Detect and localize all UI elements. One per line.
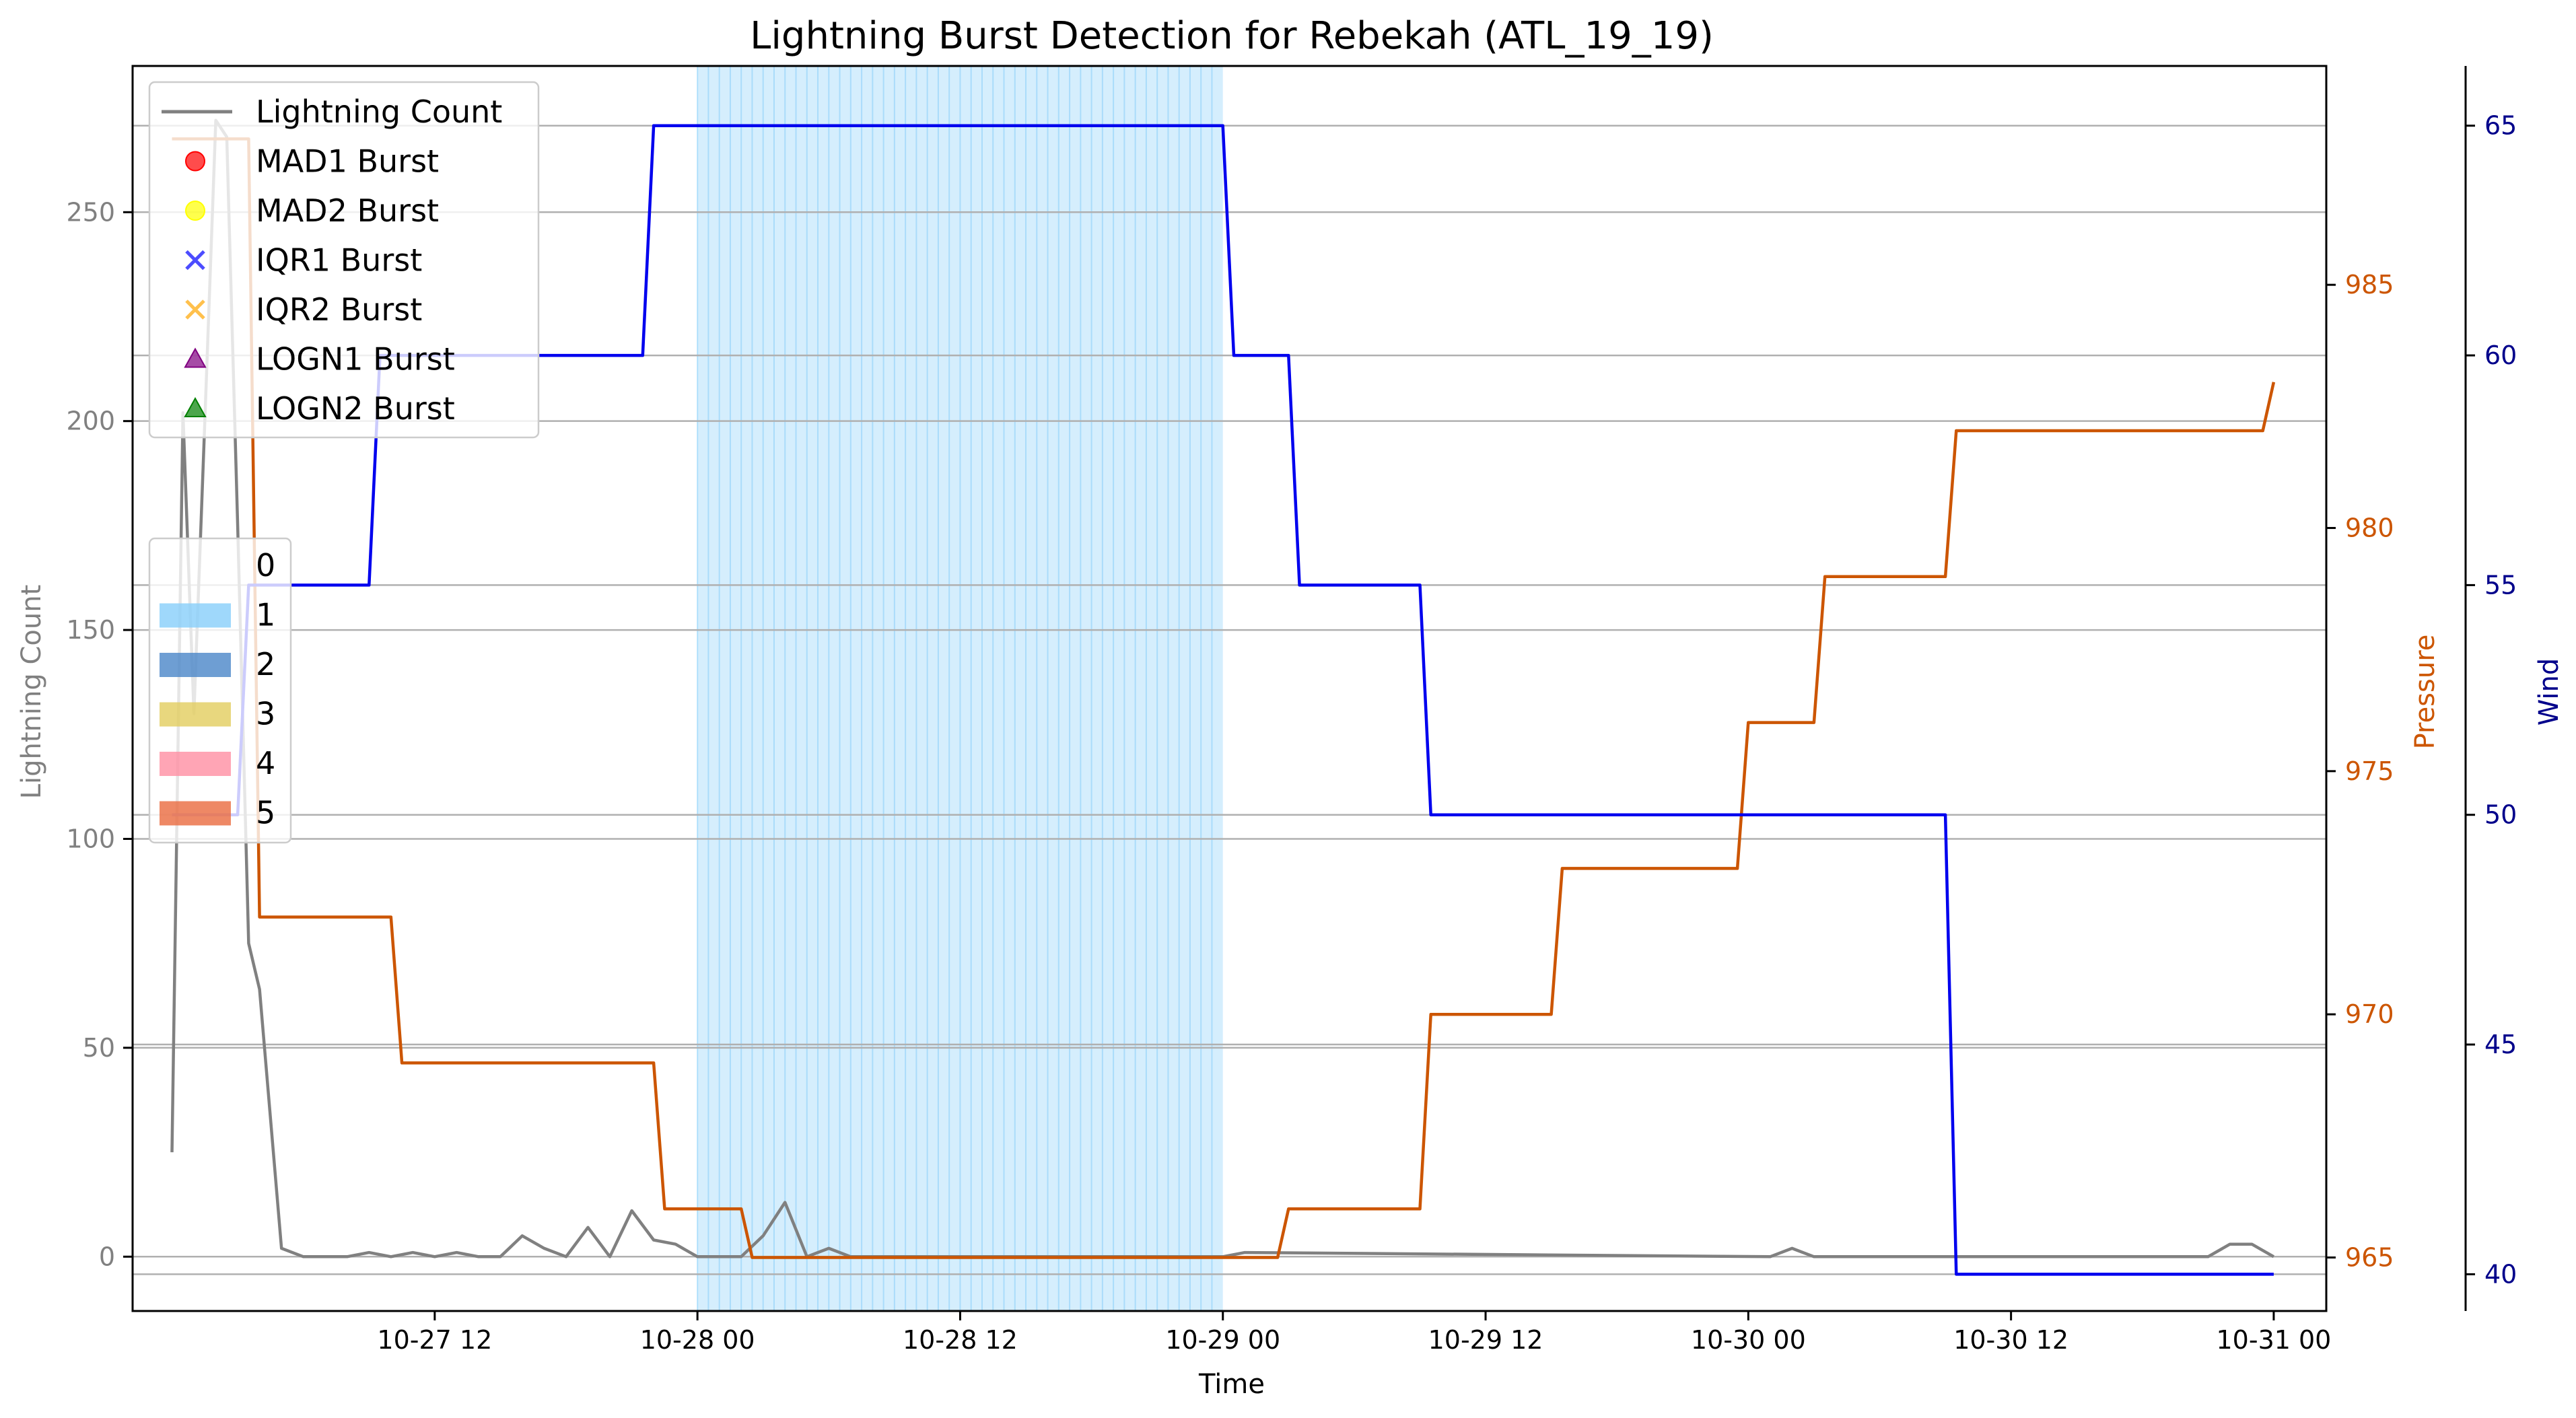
shaded-intervals — [697, 66, 1223, 1311]
legend-category-label: 0 — [256, 547, 275, 583]
legend-symbol-triangle — [184, 347, 207, 368]
y-tick-label-pressure: 980 — [2345, 513, 2394, 543]
series-layer — [170, 118, 2276, 1276]
y-tick-label-pressure: 970 — [2345, 999, 2394, 1029]
y-tick-label-wind: 50 — [2484, 800, 2517, 830]
legend-label: LOGN1 Burst — [256, 341, 455, 378]
y-tick-label-lightning: 100 — [66, 824, 115, 853]
y-tick-label-lightning: 250 — [66, 197, 115, 227]
y-tick-label-lightning: 150 — [66, 615, 115, 645]
legend-label: MAD1 Burst — [256, 143, 439, 180]
y-tick-label-lightning: 0 — [99, 1242, 115, 1271]
legend-markers: Lightning Count MAD1 Burst MAD2 Burst IQR1 … — [148, 81, 540, 439]
legend-category-swatch — [160, 801, 231, 826]
legend-symbol-circle — [185, 201, 205, 221]
axes: 10-27 12 10-28 00 10-28 12 10-29 00 10-29 12… — [66, 65, 2517, 1355]
series-line-wind — [172, 124, 2274, 1276]
legend-label: Lightning Count — [256, 94, 502, 130]
legend-category-swatch — [160, 653, 231, 677]
x-tick-label: 10-28 12 — [903, 1325, 1018, 1355]
legend-label: IQR1 Burst — [256, 242, 422, 279]
chart-title: Lightning Burst Detection for Rebekah (A… — [750, 14, 1714, 58]
x-tick-label: 10-30 12 — [1953, 1325, 2068, 1355]
x-axis-label: Time — [1198, 1369, 1265, 1400]
y-tick-label-pressure: 985 — [2345, 270, 2394, 299]
legend-symbol-triangle — [184, 396, 207, 417]
y-tick-label-lightning: 200 — [66, 406, 115, 436]
y-axis-label-wind: Wind — [2534, 658, 2565, 726]
legend-category-label: 4 — [256, 745, 275, 781]
y-axis-label-lightning: Lightning Count — [16, 585, 47, 800]
legend-category-label: 2 — [256, 646, 275, 682]
plot-frame — [131, 65, 2328, 1312]
x-tick-label: 10-28 00 — [640, 1325, 755, 1355]
legend-categories: 0 1 2 3 4 5 — [148, 537, 292, 844]
legend-category-swatch — [160, 752, 231, 776]
legend-symbol-x — [185, 250, 205, 271]
legend-category-label: 5 — [256, 795, 275, 831]
y-tick-label-wind: 65 — [2484, 111, 2517, 141]
x-tick-label: 10-27 12 — [377, 1325, 492, 1355]
legend-category-swatch — [160, 603, 231, 628]
x-tick-label: 10-29 00 — [1165, 1325, 1280, 1355]
x-tick-label: 10-30 00 — [1691, 1325, 1806, 1355]
y-tick-label-wind: 55 — [2484, 570, 2517, 600]
legend-label: IQR2 Burst — [256, 291, 422, 328]
y-tick-label-wind: 45 — [2484, 1030, 2517, 1059]
y-tick-label-wind: 60 — [2484, 341, 2517, 370]
legend-symbol-x — [185, 299, 205, 320]
x-tick-label: 10-29 12 — [1428, 1325, 1543, 1355]
y-tick-label-wind: 40 — [2484, 1259, 2517, 1289]
y-axis-label-pressure: Pressure — [2410, 635, 2441, 750]
y-tick-label-lightning: 50 — [83, 1033, 115, 1063]
series-line-lightning-count — [170, 118, 2275, 1259]
legend-category-label: 1 — [256, 597, 275, 633]
legend-label: LOGN2 Burst — [256, 390, 455, 427]
legend-category-label: 3 — [256, 696, 275, 732]
legend-symbol-circle — [185, 151, 205, 172]
legend-category-swatch — [160, 702, 231, 727]
legend-markers-box — [148, 81, 540, 439]
y-tick-label-pressure: 975 — [2345, 756, 2394, 786]
legend-label: MAD2 Burst — [256, 192, 439, 229]
y-tick-label-pressure: 965 — [2345, 1243, 2394, 1273]
x-tick-label: 10-31 00 — [2217, 1325, 2332, 1355]
series-line-pressure — [172, 137, 2276, 1259]
